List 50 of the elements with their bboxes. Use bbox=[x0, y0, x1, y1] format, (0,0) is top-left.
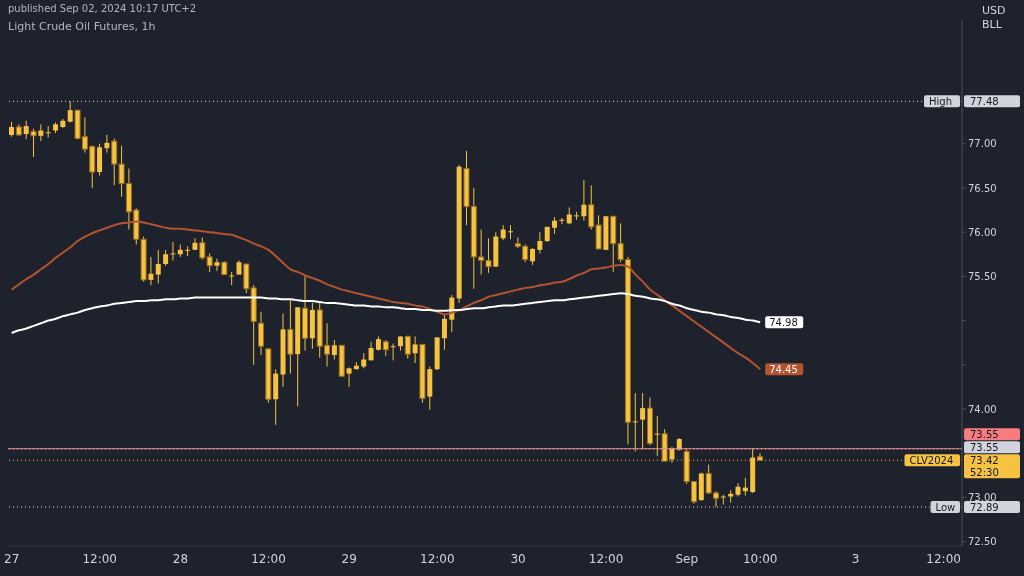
candlestick bbox=[581, 179, 587, 222]
candlestick bbox=[258, 311, 265, 356]
chart-title: Light Crude Oil Futures, 1h bbox=[8, 20, 156, 33]
y-tick-label: 77.00 bbox=[968, 138, 997, 150]
candlestick bbox=[185, 245, 191, 257]
candlestick bbox=[104, 134, 110, 154]
chart-subtitle: published Sep 02, 2024 10:17 UTC+2 bbox=[8, 3, 197, 14]
candlestick bbox=[632, 392, 638, 452]
ref-line-label: 73.55 bbox=[970, 428, 999, 440]
candlestick bbox=[346, 366, 352, 388]
candlestick bbox=[331, 339, 337, 360]
x-tick-label: 12:00 bbox=[420, 551, 455, 566]
data-label: 74.98 bbox=[769, 316, 798, 328]
candlestick bbox=[390, 343, 396, 361]
ref-line-label: 73.55 bbox=[970, 441, 999, 453]
x-tick-label: 3 bbox=[851, 551, 860, 566]
text: BLL bbox=[982, 18, 1003, 31]
x-tick-label: 12:00 bbox=[82, 551, 118, 566]
x-tick-label: 30 bbox=[510, 551, 526, 566]
candlestick bbox=[192, 237, 198, 251]
line-series bbox=[10, 220, 762, 371]
y-tick-label: 74.00 bbox=[968, 403, 997, 415]
candlestick bbox=[170, 241, 176, 261]
candlestick bbox=[508, 224, 514, 240]
candlestick bbox=[155, 249, 161, 284]
y-tick-label: 75.50 bbox=[968, 270, 997, 282]
text: USD bbox=[982, 4, 1006, 17]
text: CLV2024 73.42 52:30 bbox=[909, 454, 999, 478]
x-tick-label: 12:00 bbox=[251, 551, 286, 566]
candlestick bbox=[45, 125, 51, 139]
y-tick-label: 73.00 bbox=[968, 491, 997, 503]
candlestick bbox=[559, 217, 565, 225]
x-tick-label: 12:00 bbox=[588, 551, 624, 566]
candlestick bbox=[229, 271, 235, 286]
y-tick-label: 76.00 bbox=[968, 226, 997, 238]
candlestick bbox=[441, 313, 447, 351]
text: High 77.48 bbox=[929, 95, 999, 107]
candlestick bbox=[640, 392, 646, 450]
text: Low 72.89 bbox=[935, 501, 999, 513]
candlestick bbox=[537, 231, 543, 254]
x-tick-label: 29 bbox=[341, 551, 357, 566]
y-tick-label: 72.50 bbox=[968, 536, 997, 548]
y-tick-label: 76.50 bbox=[968, 182, 997, 194]
line-series bbox=[10, 292, 762, 334]
data-label: 74.45 bbox=[769, 363, 798, 375]
x-tick-label: 10:00 bbox=[742, 551, 778, 566]
x-tick-label: 12:00 bbox=[926, 551, 961, 566]
x-tick-label: 27 bbox=[4, 551, 20, 566]
x-tick-label: Sep bbox=[675, 551, 699, 566]
x-tick-label: 28 bbox=[172, 551, 189, 566]
